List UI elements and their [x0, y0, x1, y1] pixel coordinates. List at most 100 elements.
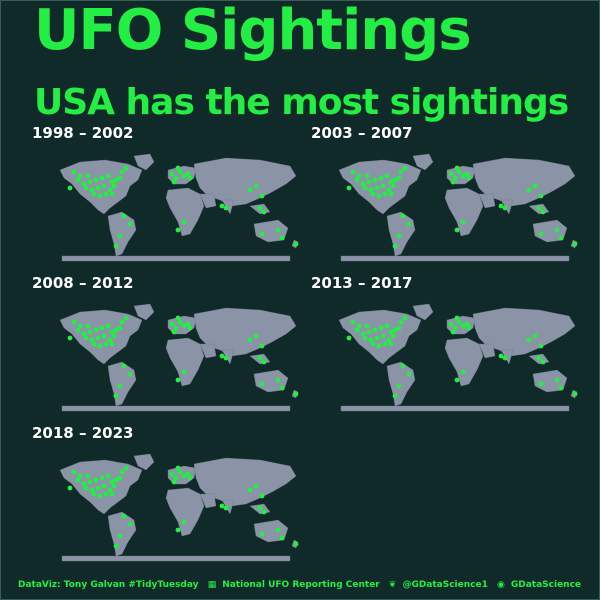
- sighting-marker: [97, 193, 103, 199]
- sighting-marker: [181, 173, 187, 179]
- landmass-africa: [165, 337, 205, 387]
- landmass-north-america: [338, 309, 422, 365]
- map-panel-2018-2023: 2018 – 2023: [32, 424, 302, 564]
- sighting-marker: [111, 483, 117, 489]
- sighting-marker: [91, 191, 97, 197]
- sighting-marker: [99, 175, 105, 181]
- sighting-marker: [247, 337, 253, 343]
- sighting-marker: [350, 319, 356, 325]
- sighting-marker: [77, 473, 83, 479]
- sighting-marker: [372, 177, 378, 183]
- landmass-south-america: [107, 361, 137, 407]
- sighting-marker: [374, 185, 380, 191]
- sighting-marker: [532, 333, 538, 339]
- sighting-marker: [123, 165, 129, 171]
- sighting-marker: [99, 475, 105, 481]
- world-map-svg: [59, 153, 299, 262]
- landmass-greenland: [133, 153, 155, 171]
- sighting-marker: [247, 487, 253, 493]
- sighting-marker: [396, 325, 402, 331]
- twitter-bird-icon: ❦: [388, 580, 397, 590]
- sighting-marker: [540, 359, 546, 365]
- sighting-marker: [275, 227, 281, 233]
- landmass-asia: [472, 307, 576, 357]
- sighting-marker: [97, 343, 103, 349]
- twitter-handle: @GDataScience1: [402, 580, 488, 590]
- landmass-africa: [165, 487, 205, 537]
- sighting-marker: [95, 185, 101, 191]
- sighting-marker: [187, 175, 193, 181]
- sighting-marker: [185, 321, 191, 327]
- sighting-marker: [67, 185, 73, 191]
- sighting-marker: [181, 519, 187, 525]
- sighting-marker: [558, 235, 564, 241]
- sighting-marker: [466, 325, 472, 331]
- sighting-marker: [396, 175, 402, 181]
- github-handle: GDataScience: [510, 580, 582, 590]
- sighting-marker: [384, 173, 390, 179]
- world-map: [50, 300, 302, 412]
- sighting-marker: [390, 333, 396, 339]
- sighting-marker: [85, 323, 91, 329]
- sighting-marker: [356, 323, 362, 329]
- sighting-marker: [177, 169, 183, 175]
- sighting-marker: [109, 491, 115, 497]
- sighting-marker: [91, 491, 97, 497]
- sighting-marker: [105, 173, 111, 179]
- landmass-antarctica: [340, 405, 570, 412]
- sighting-marker: [454, 315, 460, 321]
- sighting-marker: [87, 329, 93, 335]
- sighting-marker: [538, 193, 544, 199]
- landmass-north-america: [59, 159, 143, 215]
- page-title: UFO Sightings: [34, 0, 472, 63]
- sighting-marker: [554, 377, 560, 383]
- sighting-marker: [169, 321, 175, 327]
- sighting-marker: [279, 385, 285, 391]
- sighting-marker: [450, 329, 456, 335]
- sighting-marker: [67, 485, 73, 491]
- source-credit: National UFO Reporting Center: [222, 580, 380, 590]
- landmass-antarctica: [61, 255, 291, 262]
- sighting-marker: [396, 383, 402, 389]
- sighting-marker: [109, 479, 115, 485]
- sighting-marker: [103, 341, 109, 347]
- sighting-marker: [448, 171, 454, 177]
- sighting-marker: [293, 391, 299, 397]
- sighting-marker: [103, 191, 109, 197]
- sighting-marker: [175, 465, 181, 471]
- sighting-marker: [388, 179, 394, 185]
- sighting-marker: [71, 319, 77, 325]
- sighting-marker: [261, 359, 267, 365]
- sighting-marker: [259, 493, 265, 499]
- sighting-marker: [93, 477, 99, 483]
- sighting-marker: [275, 377, 281, 383]
- table-icon: ▦: [207, 580, 217, 590]
- sighting-marker: [113, 243, 119, 249]
- sighting-marker: [346, 335, 352, 341]
- sighting-marker: [105, 473, 111, 479]
- sighting-marker: [390, 183, 396, 189]
- sighting-marker: [87, 179, 93, 185]
- sighting-marker: [396, 233, 402, 239]
- world-map-svg: [338, 303, 578, 412]
- sighting-marker: [175, 527, 181, 533]
- world-map: [50, 450, 302, 562]
- period-label: 2018 – 2023: [32, 424, 134, 442]
- landmass-asia: [193, 157, 297, 207]
- sighting-marker: [95, 335, 101, 341]
- sighting-marker: [91, 341, 97, 347]
- landmass-australia: [253, 219, 289, 243]
- sighting-marker: [127, 521, 133, 527]
- sighting-marker: [101, 483, 107, 489]
- sighting-marker: [113, 543, 119, 549]
- sighting-marker: [171, 329, 177, 335]
- sighting-marker: [259, 343, 265, 349]
- world-map-svg: [59, 453, 299, 562]
- sighting-marker: [117, 325, 123, 331]
- sighting-marker: [173, 175, 179, 181]
- sighting-marker: [275, 527, 281, 533]
- sighting-marker: [111, 183, 117, 189]
- sighting-marker: [368, 187, 374, 193]
- sighting-marker: [97, 493, 103, 499]
- author-credit: DataViz: Tony Galvan #TidyTuesday: [18, 580, 199, 590]
